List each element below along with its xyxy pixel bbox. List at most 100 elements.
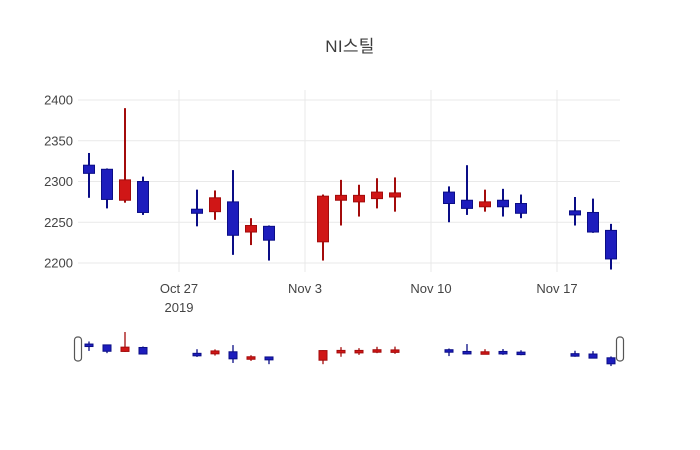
candle-body (191, 208, 203, 214)
mini-candle-2019-11-19 (588, 351, 598, 359)
candle-body (119, 179, 131, 201)
candle-2019-11-20[interactable] (605, 223, 617, 270)
rangeslider[interactable] (73, 328, 626, 370)
candle-2019-11-12[interactable] (461, 165, 473, 215)
candle-body (389, 192, 401, 198)
mini-candle-2019-10-29 (210, 349, 220, 356)
mini-candle-2019-11-08 (390, 346, 400, 354)
candle-body (210, 350, 220, 355)
mini-candle-2019-10-22 (84, 341, 94, 351)
mini-candle-2019-11-18 (570, 350, 580, 357)
candle-body (318, 350, 328, 361)
mini-candle-2019-10-23 (102, 344, 112, 354)
candle-2019-11-13[interactable] (479, 189, 491, 212)
candle-2019-11-08[interactable] (389, 177, 401, 212)
mini-candle-2019-11-20 (606, 356, 616, 367)
candle-body (371, 191, 383, 200)
candle-2019-11-07[interactable] (371, 178, 383, 209)
chart-title: NI스틸 (325, 37, 375, 56)
candle-body (497, 199, 509, 208)
candle-body (569, 210, 581, 216)
candle-2019-11-06[interactable] (353, 184, 365, 217)
candle-body (390, 349, 400, 353)
candle-2019-11-15[interactable] (515, 194, 527, 219)
candle-body (246, 356, 256, 360)
candle-2019-10-25[interactable] (137, 176, 149, 215)
candle-2019-10-29[interactable] (209, 190, 221, 220)
candle-body (101, 168, 113, 200)
y-axis-tick-labels: 2200 2250 2300 2350 2400 (44, 93, 73, 271)
candle-body (372, 349, 382, 353)
candle-body (606, 357, 616, 365)
plot-area[interactable] (78, 90, 620, 272)
candle-body (516, 351, 526, 356)
candle-body (461, 199, 473, 209)
candle-body (138, 346, 148, 355)
rangeslider-track[interactable] (75, 328, 625, 370)
candle-2019-10-31[interactable] (245, 218, 257, 246)
candle-body (587, 211, 599, 233)
candle-body (137, 181, 149, 213)
candle-body (263, 225, 275, 241)
mini-candle-2019-10-30 (228, 345, 238, 363)
mini-candle-2019-11-01 (264, 356, 274, 365)
mini-candle-2019-10-25 (138, 346, 148, 355)
candle-body (498, 350, 508, 355)
candle-body (245, 225, 257, 233)
candle-2019-11-05[interactable] (335, 179, 347, 226)
rangeslider-handle-left[interactable] (73, 336, 83, 362)
mini-candle-2019-11-14 (498, 349, 508, 355)
candle-body (605, 229, 617, 260)
mini-candle-2019-10-24 (120, 332, 130, 352)
candle-body (354, 349, 364, 354)
mini-candle-2019-11-05 (336, 347, 346, 357)
y-tick-label: 2200 (44, 256, 73, 271)
x-tick-label: Nov 17 (536, 281, 577, 296)
candle-2019-11-11[interactable] (443, 186, 455, 223)
candle-2019-10-28[interactable] (191, 189, 203, 227)
candle-body (515, 203, 527, 214)
candle-body (336, 349, 346, 354)
candles-main (83, 108, 617, 270)
candle-body (570, 353, 580, 357)
mini-candle-2019-10-28 (192, 349, 202, 357)
candle-2019-10-22[interactable] (83, 152, 95, 198)
candle-body (209, 197, 221, 213)
x-tick-label: Nov 10 (410, 281, 451, 296)
plot-drag-region[interactable] (78, 90, 620, 272)
rangeslider-handle-right[interactable] (615, 336, 625, 362)
mini-candle-2019-11-06 (354, 348, 364, 355)
candle-body (228, 351, 238, 360)
mini-candle-2019-11-12 (462, 344, 472, 355)
mini-candle-2019-11-15 (516, 350, 526, 356)
candle-body (480, 351, 490, 355)
y-tick-label: 2400 (44, 93, 73, 108)
x-tick-label: Nov 3 (288, 281, 322, 296)
candle-body (588, 353, 598, 359)
candle-body (443, 191, 455, 205)
candle-2019-10-30[interactable] (227, 170, 239, 255)
mini-candle-2019-11-11 (444, 348, 454, 357)
candle-body (444, 349, 454, 353)
x-axis-tick-labels: Oct 27 2019 Nov 3 Nov 10 Nov 17 (160, 281, 578, 315)
mini-candle-2019-10-31 (246, 355, 256, 361)
candle-2019-11-18[interactable] (569, 196, 581, 226)
candle-2019-10-24[interactable] (119, 108, 131, 203)
candle-2019-11-14[interactable] (497, 188, 509, 217)
y-tick-label: 2250 (44, 215, 73, 230)
candle-2019-11-01[interactable] (263, 225, 275, 261)
candle-body (83, 164, 95, 174)
candle-body (84, 343, 94, 348)
x-tick-label: Oct 27 (160, 281, 198, 296)
candle-2019-11-19[interactable] (587, 198, 599, 233)
candle-2019-11-04[interactable] (317, 194, 329, 261)
candle-body (264, 356, 274, 361)
candle-body (462, 350, 472, 355)
mini-candle-2019-11-04 (318, 350, 328, 365)
candle-body (102, 344, 112, 352)
candle-body (353, 194, 365, 203)
candle-2019-10-23[interactable] (101, 168, 113, 209)
x-tick-sublabel: 2019 (165, 300, 194, 315)
